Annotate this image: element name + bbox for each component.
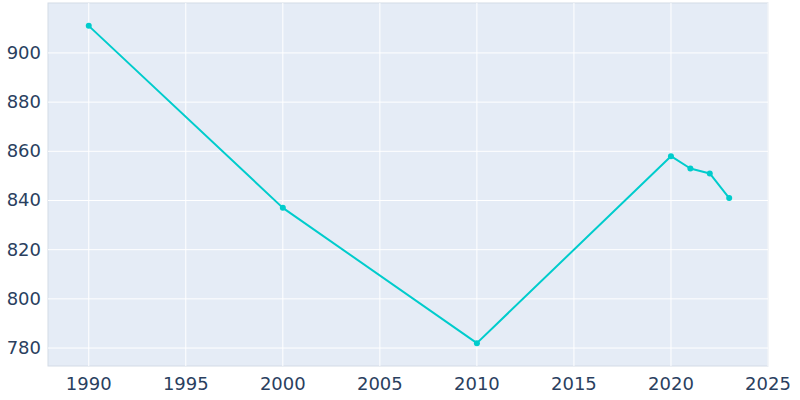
x-tick-label: 2000 xyxy=(260,373,306,394)
data-point xyxy=(668,153,674,159)
x-grid-line xyxy=(670,3,671,366)
x-grid-line xyxy=(88,3,89,366)
data-point xyxy=(474,340,480,346)
y-grid-line xyxy=(48,52,768,53)
y-grid-line xyxy=(48,151,768,152)
x-grid-line xyxy=(768,3,769,366)
data-line xyxy=(89,26,729,343)
data-point xyxy=(687,166,693,172)
y-tick-label: 820 xyxy=(7,239,41,260)
x-tick-label: 2010 xyxy=(454,373,500,394)
x-tick-label: 1990 xyxy=(66,373,112,394)
y-tick-label: 780 xyxy=(7,337,41,358)
y-grid-line xyxy=(48,348,768,349)
x-tick-label: 1995 xyxy=(163,373,209,394)
y-grid-line xyxy=(48,102,768,103)
x-grid-line xyxy=(573,3,574,366)
data-point xyxy=(86,23,92,29)
y-tick-label: 900 xyxy=(7,42,41,63)
x-tick-label: 2020 xyxy=(648,373,694,394)
plot-frame xyxy=(48,3,768,366)
chart-container: 1990 1995 2000 2005 2010 2015 2020 2025 780 800 82… xyxy=(0,0,800,400)
data-point xyxy=(726,195,732,201)
data-point xyxy=(707,170,713,176)
y-tick-label: 880 xyxy=(7,91,41,112)
x-grid-line xyxy=(379,3,380,366)
chart-svg: 1990 1995 2000 2005 2010 2015 2020 2025 780 800 82… xyxy=(0,0,800,400)
x-grid-line xyxy=(185,3,186,366)
y-grid-line xyxy=(48,298,768,299)
y-tick-label: 860 xyxy=(7,140,41,161)
data-point xyxy=(280,205,286,211)
tick-labels: 1990 1995 2000 2005 2010 2015 2020 2025 780 800 82… xyxy=(7,42,791,394)
x-tick-label: 2005 xyxy=(357,373,403,394)
data-group xyxy=(86,23,732,346)
y-tick-label: 800 xyxy=(7,288,41,309)
y-grid-line xyxy=(48,249,768,250)
x-tick-label: 2015 xyxy=(551,373,597,394)
x-grid-line xyxy=(476,3,477,366)
x-tick-label: 2025 xyxy=(745,373,791,394)
x-grid-line xyxy=(282,3,283,366)
y-tick-label: 840 xyxy=(7,189,41,210)
grid xyxy=(48,3,768,366)
y-grid-line xyxy=(48,200,768,201)
